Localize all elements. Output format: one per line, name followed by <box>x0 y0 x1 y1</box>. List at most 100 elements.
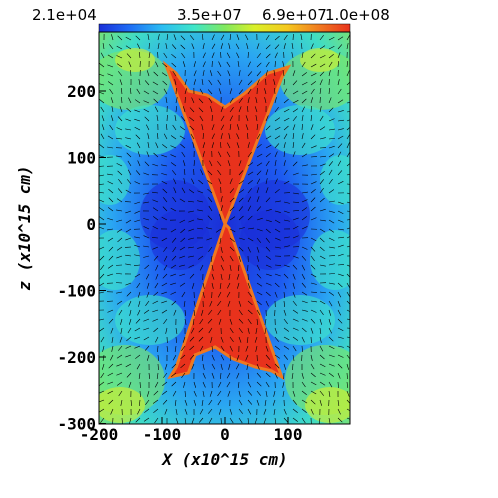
vector-arrow <box>162 188 168 194</box>
vector-arrow <box>229 97 234 104</box>
vector-arrow <box>134 201 141 205</box>
vector-arrow <box>265 135 272 140</box>
vector-arrow <box>346 126 350 131</box>
vector-arrow <box>265 264 272 268</box>
vector-arrow <box>229 318 233 325</box>
vector-arrow <box>337 170 343 176</box>
vector-arrow <box>184 408 188 415</box>
vector-arrow <box>170 264 177 269</box>
vector-arrow <box>137 408 141 415</box>
vector-arrow <box>172 196 177 203</box>
vector-arrow <box>274 126 281 131</box>
vector-arrow <box>319 79 323 86</box>
vector-arrow <box>282 390 285 397</box>
vector-arrow <box>117 170 123 176</box>
vector-arrow <box>283 336 290 341</box>
vector-arrow <box>274 237 281 241</box>
vector-arrow <box>310 145 317 149</box>
vector-arrow <box>143 245 150 248</box>
vector-arrow <box>274 417 277 424</box>
vector-arrow <box>208 417 213 424</box>
vector-arrow <box>157 354 160 361</box>
vector-arrow <box>254 106 258 113</box>
vector-arrow <box>152 300 159 304</box>
vector-arrow <box>301 345 303 353</box>
vector-arrow <box>198 336 204 342</box>
vector-arrow <box>263 417 267 424</box>
vector-arrow <box>218 88 222 95</box>
vector-arrow <box>301 273 306 280</box>
vector-arrow <box>163 246 168 252</box>
vector-arrow <box>162 206 168 212</box>
vector-arrow <box>148 372 151 379</box>
vector-arrow <box>125 145 132 149</box>
vector-arrow <box>337 36 344 41</box>
vector-arrow <box>170 207 177 212</box>
x-axis-ticks: -200 -100 0 100 <box>80 417 303 444</box>
vector-arrow <box>236 124 240 131</box>
vector-arrow <box>163 372 168 378</box>
vector-arrow <box>301 133 304 140</box>
density-blob <box>320 155 350 205</box>
vector-arrow <box>210 255 213 262</box>
vector-arrow <box>108 207 114 212</box>
vector-arrow <box>126 336 132 342</box>
vector-arrow <box>346 372 348 380</box>
vector-arrow <box>310 43 314 50</box>
vector-arrow <box>247 408 252 415</box>
vector-arrow <box>310 399 316 405</box>
vector-arrow <box>283 417 289 423</box>
vector-arrow <box>138 79 141 86</box>
vector-arrow <box>179 246 186 251</box>
vector-arrow <box>346 43 349 50</box>
vector-arrow <box>138 399 141 406</box>
vector-arrow <box>193 70 197 77</box>
vector-arrow <box>328 169 333 176</box>
vector-arrow <box>116 209 123 212</box>
vector-arrow <box>209 160 213 167</box>
vector-arrow <box>265 390 268 397</box>
vector-arrow <box>328 354 335 358</box>
vector-arrow <box>319 171 325 176</box>
vector-arrow <box>166 34 169 41</box>
vector-arrow <box>292 255 299 259</box>
vector-arrow <box>283 318 288 324</box>
vector-arrow <box>256 363 260 370</box>
vector-arrow <box>100 106 105 113</box>
vector-arrow <box>246 363 249 370</box>
vector-arrow <box>165 124 168 131</box>
vector-arrow <box>208 79 213 86</box>
vector-arrow <box>116 273 123 275</box>
vector-arrow <box>118 345 123 351</box>
vector-arrow <box>136 363 141 370</box>
vector-arrow <box>202 151 205 158</box>
vector-arrow <box>153 71 159 77</box>
vector-arrow <box>292 291 296 298</box>
vector-arrow <box>247 152 252 158</box>
vector-arrow <box>198 417 204 423</box>
vector-arrow <box>247 205 252 212</box>
vector-arrow <box>246 336 249 343</box>
vector-arrow <box>207 188 213 194</box>
vector-arrow <box>171 372 177 377</box>
y-tick-label: -300 <box>57 415 96 434</box>
vector-arrow <box>181 372 186 379</box>
vector-arrow <box>211 43 216 50</box>
vector-arrow <box>125 137 132 140</box>
vector-arrow <box>301 309 308 312</box>
vector-arrow <box>256 381 262 387</box>
vector-arrow <box>170 282 177 285</box>
vector-arrow <box>237 282 240 289</box>
vector-arrow <box>179 219 186 223</box>
vector-arrow <box>218 381 222 388</box>
vector-arrow <box>135 354 141 359</box>
vector-arrow <box>246 43 249 50</box>
vector-arrow <box>155 264 159 271</box>
vector-arrow <box>175 417 179 424</box>
vector-arrow <box>265 115 269 122</box>
vector-arrow <box>256 170 262 176</box>
x-tick-label: 100 <box>274 425 303 444</box>
vector-arrow <box>207 89 213 95</box>
vector-arrow <box>238 246 244 252</box>
vector-arrow <box>99 144 105 149</box>
